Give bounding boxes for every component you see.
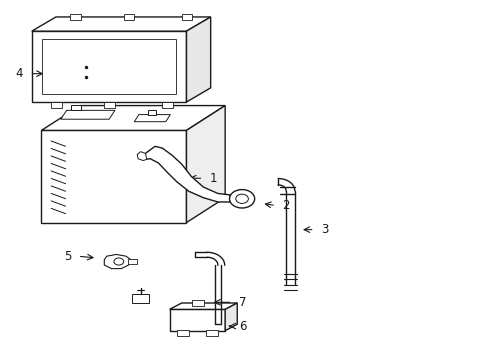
Polygon shape xyxy=(104,255,131,269)
Text: 1: 1 xyxy=(209,172,217,185)
FancyBboxPatch shape xyxy=(181,14,192,20)
Polygon shape xyxy=(169,309,224,330)
Polygon shape xyxy=(42,39,176,94)
Circle shape xyxy=(114,258,123,265)
Circle shape xyxy=(235,194,248,203)
FancyBboxPatch shape xyxy=(205,330,218,336)
FancyBboxPatch shape xyxy=(123,14,134,20)
Text: 7: 7 xyxy=(238,296,245,309)
FancyBboxPatch shape xyxy=(192,300,204,306)
Polygon shape xyxy=(224,303,237,330)
Polygon shape xyxy=(41,105,224,130)
Polygon shape xyxy=(142,146,229,202)
Text: 5: 5 xyxy=(64,250,71,263)
FancyBboxPatch shape xyxy=(51,102,61,108)
FancyBboxPatch shape xyxy=(104,102,115,108)
Text: 6: 6 xyxy=(238,320,245,333)
Text: 2: 2 xyxy=(282,199,289,212)
Circle shape xyxy=(229,190,254,208)
FancyBboxPatch shape xyxy=(162,102,173,108)
Text: 3: 3 xyxy=(320,223,327,236)
Polygon shape xyxy=(61,111,115,119)
Text: 4: 4 xyxy=(16,67,23,80)
FancyBboxPatch shape xyxy=(70,14,81,20)
Polygon shape xyxy=(186,17,210,102)
FancyBboxPatch shape xyxy=(71,105,81,111)
Polygon shape xyxy=(186,105,224,222)
Polygon shape xyxy=(41,130,186,222)
Polygon shape xyxy=(137,152,146,161)
Polygon shape xyxy=(169,303,237,309)
FancyBboxPatch shape xyxy=(177,330,188,336)
FancyBboxPatch shape xyxy=(148,110,155,114)
FancyBboxPatch shape xyxy=(128,260,137,264)
Polygon shape xyxy=(134,114,170,122)
FancyBboxPatch shape xyxy=(132,294,148,303)
Polygon shape xyxy=(32,17,210,31)
Polygon shape xyxy=(32,31,186,102)
